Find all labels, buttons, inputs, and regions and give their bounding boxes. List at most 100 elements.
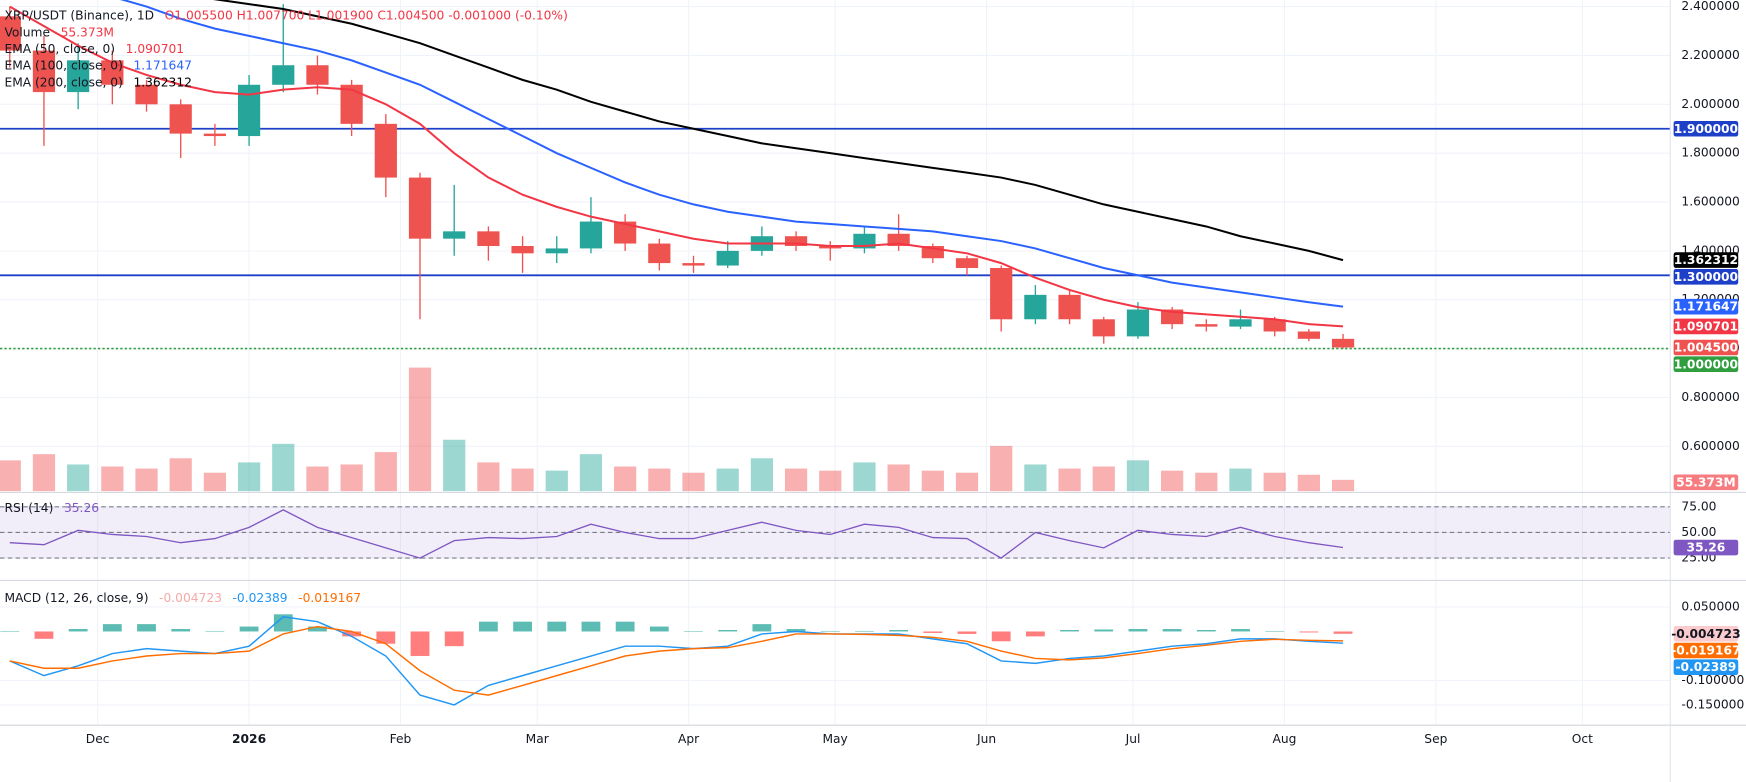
- price-badge: [1673, 339, 1739, 356]
- candle-body: [1126, 309, 1150, 337]
- price-badge: [1673, 268, 1739, 285]
- macd-histogram-bar: [68, 629, 88, 632]
- x-tick-label: Oct: [1572, 732, 1593, 746]
- volume-bar: [545, 470, 568, 492]
- candle-body: [511, 245, 534, 254]
- candle-body: [169, 104, 192, 134]
- legend-value: -0.004723: [159, 591, 222, 605]
- labels: Dec 2026 Feb Mar Apr May Jun Jul Aug Sep Oct 2.4000…: [86, 0, 1744, 746]
- macd-histogram-bar: [308, 626, 327, 632]
- candle-body: [716, 250, 739, 266]
- y-tick-label: 2.000000: [1681, 97, 1739, 111]
- legend-name: Volume: [4, 25, 50, 39]
- legend-ema: EMA (200, close, 0) 1.362312: [4, 75, 191, 89]
- candle-body: [408, 177, 432, 239]
- candle-body: [237, 84, 261, 137]
- legend-volume: Volume 55.373M: [4, 25, 114, 39]
- volume-bar: [101, 466, 124, 492]
- macd-histogram-bar: [547, 621, 567, 632]
- macd-histogram-bar: [1162, 629, 1182, 632]
- ema-line: [213, 0, 1344, 262]
- price-badge-label: 55.373M: [1676, 475, 1735, 489]
- price-badge: [1673, 474, 1739, 491]
- candle-body: [955, 258, 979, 268]
- volume-bar: [1126, 460, 1150, 492]
- volume-bar: [443, 439, 466, 492]
- price-badge-label: -0.019167: [1671, 644, 1740, 658]
- volume-bar: [614, 466, 637, 492]
- macd-histogram-bar: [102, 624, 122, 632]
- macd-histogram-bar: [513, 621, 532, 632]
- price-badge-label: 1.300000: [1674, 270, 1738, 284]
- candle-body: [135, 84, 158, 105]
- macd-histogram-bar: [581, 621, 601, 632]
- y-tick-label: -0.150000: [1681, 697, 1744, 711]
- candle-body: [0, 16, 21, 51]
- volume-bar: [990, 445, 1013, 492]
- volume-bar: [203, 472, 227, 492]
- macd-histogram-bar: [1196, 629, 1216, 632]
- macd-histogram-bar: [684, 631, 703, 633]
- candle-body: [203, 133, 227, 137]
- candle-body: [477, 231, 500, 246]
- candle-body: [648, 243, 671, 264]
- macd-histogram-bar: [752, 624, 772, 632]
- x-tick-label: 2026: [232, 732, 266, 746]
- macd-histogram-bar: [171, 629, 191, 632]
- macd-histogram-bar: [1231, 629, 1250, 632]
- legend-value: 55.373M: [61, 25, 114, 39]
- candle-body: [67, 60, 90, 93]
- legend-value: -0.02389: [233, 591, 288, 605]
- candle-body: [545, 248, 568, 254]
- legend-value: 1.171647: [133, 58, 191, 72]
- macd-histogram-bar: [649, 626, 669, 632]
- macd-histogram-bar: [239, 626, 259, 632]
- y-tick-label: 0.600000: [1681, 439, 1739, 453]
- candle-body: [1229, 319, 1252, 327]
- macd-histogram-bar: [205, 631, 225, 633]
- x-tick-label: Dec: [86, 732, 110, 746]
- volume-bar: [1161, 470, 1184, 492]
- price-badge-label: 35.26: [1687, 541, 1726, 555]
- volume-bar: [853, 462, 876, 492]
- candle-body: [1024, 294, 1047, 320]
- volume-bar: [1058, 468, 1081, 492]
- volume-bar: [374, 452, 397, 492]
- macd-histogram-bar: [718, 629, 738, 632]
- price-badge-label: 1.362312: [1674, 253, 1738, 267]
- candle-body: [374, 123, 397, 178]
- price-badge-label: 1.004500: [1674, 341, 1738, 355]
- candle-body: [306, 65, 329, 85]
- macd-histogram-bar: [786, 629, 806, 632]
- y-tick-label: 2.200000: [1681, 48, 1739, 62]
- volume-bar: [1092, 466, 1115, 492]
- rsi-line: [9, 509, 1344, 559]
- price-badge: [1673, 625, 1739, 642]
- volume-bar: [716, 468, 739, 492]
- macd-histogram-bar: [1060, 629, 1079, 632]
- volume-bar: [1229, 468, 1252, 492]
- macd-histogram-bar: [1299, 631, 1319, 633]
- price-badge: [1673, 318, 1739, 335]
- volume-bar: [1331, 479, 1355, 492]
- legend-macd: MACD (12, 26, close, 9) -0.004723 -0.023…: [4, 591, 361, 605]
- macd-histogram-bar: [923, 631, 943, 633]
- volume-bar: [819, 470, 842, 492]
- macd-line: [9, 616, 1344, 706]
- legend-value: -0.019167: [298, 591, 361, 605]
- volume-bar: [511, 468, 534, 492]
- volume-bar: [887, 464, 910, 492]
- price-badge: [1673, 120, 1739, 137]
- ema-line: [9, 5, 1344, 328]
- volume-bar: [135, 468, 158, 492]
- candle-body: [443, 231, 466, 239]
- legend-rsi: RSI (14) 35.26: [4, 500, 99, 514]
- macd-histogram-bar: [957, 631, 977, 634]
- macd-histogram-bar: [444, 631, 464, 647]
- volume-bar: [32, 454, 56, 492]
- candle-body: [579, 221, 603, 249]
- volume-bar: [477, 462, 500, 492]
- legend-name: RSI (14): [4, 500, 53, 514]
- legend-name: EMA (100, close, 0): [4, 58, 122, 72]
